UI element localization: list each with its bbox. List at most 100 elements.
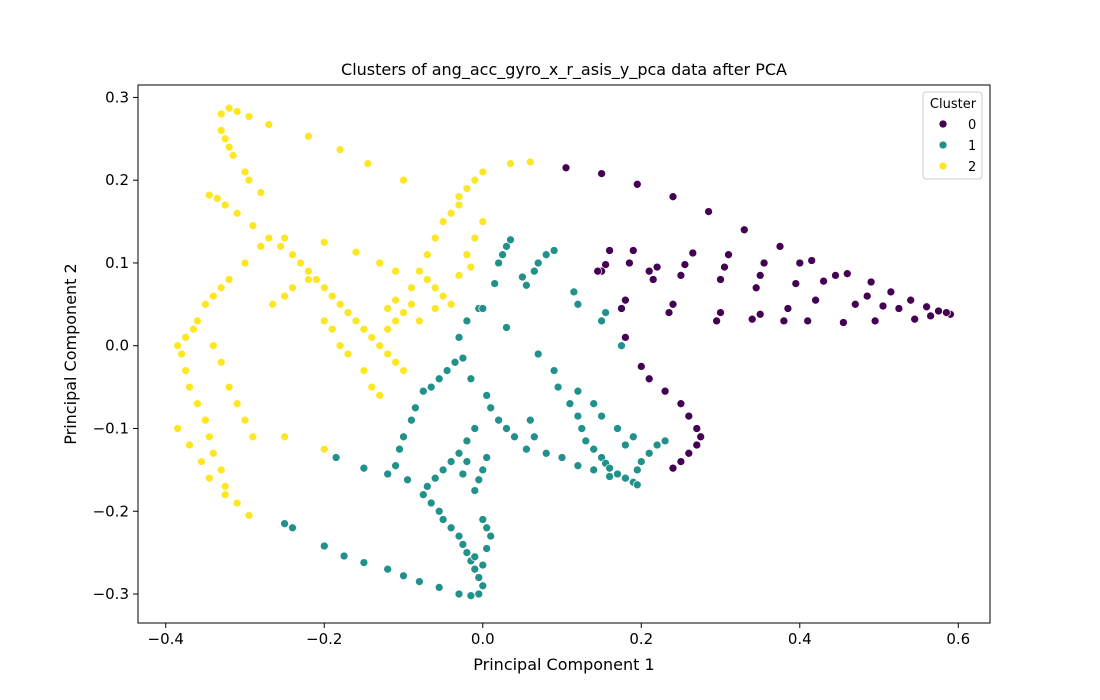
data-point	[240, 258, 250, 268]
data-point	[831, 271, 840, 280]
data-point	[446, 299, 456, 309]
data-point	[906, 295, 916, 305]
data-point	[502, 424, 511, 433]
data-point	[842, 269, 852, 279]
data-point	[819, 276, 828, 286]
data-point	[430, 473, 440, 483]
data-point	[569, 287, 579, 297]
data-point	[224, 103, 234, 113]
data-point	[605, 246, 614, 255]
y-tick-label: −0.1	[93, 419, 129, 437]
data-point	[220, 134, 230, 144]
data-point	[478, 304, 488, 313]
data-point	[597, 411, 606, 421]
data-point	[525, 157, 535, 167]
data-point	[216, 465, 226, 475]
data-point	[216, 126, 226, 135]
data-point	[280, 432, 289, 442]
data-point	[454, 200, 464, 210]
data-point	[783, 304, 793, 313]
data-point	[407, 415, 416, 425]
data-point	[351, 316, 361, 326]
data-point	[518, 272, 527, 282]
data-point	[438, 515, 448, 524]
data-point	[173, 341, 182, 351]
data-point	[601, 308, 610, 317]
data-point	[430, 283, 440, 293]
data-point	[185, 382, 194, 392]
data-point	[442, 366, 452, 375]
data-point	[565, 399, 575, 409]
data-point	[652, 262, 662, 272]
data-point	[601, 260, 610, 269]
data-point	[747, 314, 757, 324]
data-point	[224, 275, 234, 284]
data-point	[399, 432, 408, 442]
data-point	[462, 548, 472, 557]
data-point	[755, 309, 765, 319]
data-point	[224, 382, 234, 392]
data-point	[367, 333, 377, 342]
data-point	[716, 275, 725, 284]
data-point	[204, 432, 214, 442]
data-point	[502, 242, 511, 251]
data-point	[422, 275, 432, 284]
data-point	[426, 382, 436, 392]
data-point	[561, 163, 571, 173]
data-point	[617, 304, 626, 313]
data-point	[438, 465, 448, 475]
data-point	[720, 262, 729, 272]
data-point	[696, 432, 706, 442]
data-point	[791, 279, 801, 288]
data-point	[668, 192, 678, 202]
data-point	[462, 436, 472, 446]
data-point	[462, 457, 472, 466]
data-point	[343, 308, 353, 317]
y-tick-label: −0.2	[93, 502, 129, 520]
data-point	[220, 490, 230, 500]
data-point	[185, 440, 194, 450]
data-point	[589, 444, 599, 454]
legend-title: Cluster	[930, 97, 977, 112]
data-point	[597, 169, 606, 178]
data-point	[391, 357, 400, 367]
data-point	[470, 564, 480, 574]
data-point	[319, 541, 329, 551]
data-point	[220, 200, 230, 210]
data-point	[422, 250, 432, 260]
data-point	[399, 175, 408, 185]
data-point	[359, 558, 369, 567]
data-point	[288, 283, 297, 293]
data-point	[692, 424, 702, 433]
data-point	[676, 457, 686, 466]
data-point	[434, 506, 444, 516]
x-axis-label: Principal Component 1	[473, 655, 654, 674]
data-point	[248, 221, 258, 231]
data-point	[581, 436, 591, 446]
data-point	[454, 589, 464, 599]
data-point	[621, 295, 630, 305]
data-point	[466, 591, 476, 601]
data-point	[438, 291, 448, 301]
data-point	[577, 424, 587, 433]
data-point	[617, 341, 626, 351]
legend-label: 1	[968, 139, 976, 154]
data-point	[510, 432, 519, 442]
data-point	[486, 531, 496, 541]
data-point	[676, 399, 686, 409]
legend-label: 2	[968, 160, 976, 175]
data-point	[232, 107, 242, 116]
x-tick-label: −0.2	[306, 630, 342, 648]
data-point	[934, 306, 943, 316]
data-point	[201, 415, 210, 425]
data-point	[684, 411, 694, 421]
data-point	[204, 190, 214, 200]
legend-frame	[922, 91, 983, 180]
data-point	[224, 142, 234, 152]
y-axis-label: Principal Component 2	[61, 263, 80, 444]
legend-entries: 0 1 2	[938, 118, 976, 175]
x-tick-label: 0.6	[946, 630, 970, 648]
data-point	[430, 304, 440, 313]
data-point	[462, 250, 472, 260]
